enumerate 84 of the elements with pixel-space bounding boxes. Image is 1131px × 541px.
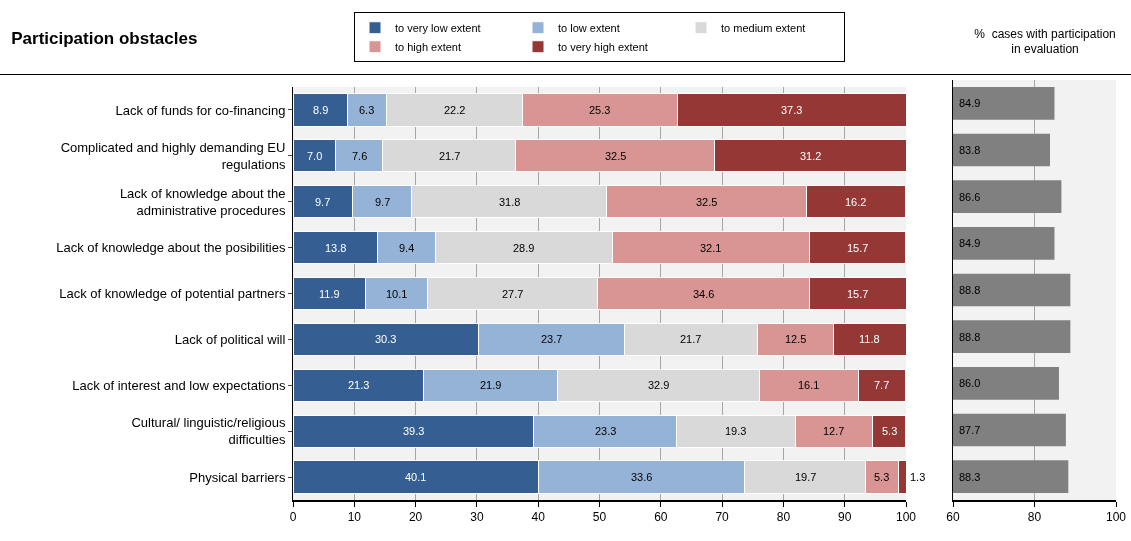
- x-tick-label: 80: [776, 510, 791, 525]
- legend-label: to medium extent: [721, 22, 806, 35]
- data-label: 31.8: [499, 196, 521, 208]
- data-label: 7.6: [352, 150, 368, 162]
- data-label: 23.3: [595, 425, 617, 437]
- data-label: 23.7: [541, 333, 563, 345]
- x-tick-label: 50: [592, 510, 607, 525]
- x-tick-label: 20: [408, 510, 423, 525]
- x-tick-label: 100: [1105, 510, 1127, 525]
- data-label: 88.8: [959, 331, 981, 343]
- data-label: 13.8: [325, 242, 347, 254]
- y-tick-label: Lack of political will: [174, 331, 286, 347]
- data-label: 12.7: [823, 425, 845, 437]
- y-tick-label: Cultural/ linguistic/religious difficulties: [131, 415, 286, 448]
- data-label: 1.3: [910, 471, 926, 483]
- data-label: 19.3: [725, 425, 747, 437]
- data-label: 21.9: [480, 379, 502, 391]
- data-label: 21.3: [348, 379, 370, 391]
- data-label: 15.7: [847, 288, 869, 300]
- data-label: 25.3: [589, 104, 611, 116]
- data-label: 5.3: [882, 425, 898, 437]
- data-label: 7.0: [307, 150, 323, 162]
- chart-title: % cases with participation in evaluation: [974, 26, 1116, 57]
- data-label: 28.9: [513, 242, 535, 254]
- data-label: 22.2: [444, 104, 466, 116]
- data-label: 32.5: [696, 196, 718, 208]
- legend-label: to very low extent: [395, 22, 481, 35]
- y-tick-label: Complicated and highly demanding EU regulations: [60, 139, 286, 172]
- legend-label: to low extent: [558, 22, 620, 35]
- x-tick-label: 70: [715, 510, 730, 525]
- data-label: 39.3: [403, 425, 425, 437]
- data-label: 84.9: [959, 97, 981, 109]
- y-tick-label: Lack of knowledge about the posibilities: [56, 240, 286, 256]
- data-label: 37.3: [781, 104, 803, 116]
- data-label: 32.1: [700, 242, 722, 254]
- legend-label: to high extent: [395, 41, 462, 54]
- data-label: 32.9: [648, 379, 670, 391]
- y-tick-label: Lack of interest and low expectations: [72, 377, 286, 393]
- x-tick-label: 10: [347, 510, 362, 525]
- data-label: 84.9: [959, 237, 981, 249]
- y-tick-label: Lack of funds for co-financing: [115, 102, 286, 118]
- data-label: 11.9: [319, 288, 340, 300]
- data-label: 88.8: [959, 284, 981, 296]
- data-label: 40.1: [405, 471, 427, 483]
- data-label: 21.7: [439, 150, 461, 162]
- x-tick-label: 60: [654, 510, 668, 525]
- y-tick-label: Lack of knowledge about the administrative procedures: [119, 185, 286, 218]
- data-label: 6.3: [359, 104, 375, 116]
- x-tick-label: 30: [470, 510, 484, 525]
- data-label: 7.7: [874, 379, 890, 391]
- data-label: 21.7: [680, 333, 702, 345]
- data-label: 16.2: [845, 196, 867, 208]
- data-label: 12.5: [785, 333, 807, 345]
- x-tick-label: 0: [289, 510, 297, 525]
- data-label: 88.3: [959, 471, 981, 483]
- legend-label: to very high extent: [558, 41, 648, 54]
- data-label: 86.0: [959, 377, 981, 389]
- data-label: 34.6: [693, 288, 715, 300]
- data-label: 9.4: [399, 242, 415, 254]
- data-label: 30.3: [375, 333, 397, 345]
- x-tick-label: 80: [1027, 510, 1042, 525]
- x-tick-label: 90: [838, 510, 852, 525]
- data-label: 27.7: [502, 288, 524, 300]
- data-label: 5.3: [874, 471, 890, 483]
- x-tick-label: 40: [531, 510, 546, 525]
- data-label: 83.8: [959, 144, 981, 156]
- data-label: 9.7: [375, 196, 391, 208]
- data-label: 15.7: [847, 242, 869, 254]
- data-label: 10.1: [386, 288, 408, 300]
- data-label: 11.8: [859, 333, 880, 345]
- x-tick-label: 60: [946, 510, 960, 525]
- y-tick-label: Physical barriers: [189, 469, 286, 485]
- x-tick-label: 100: [895, 510, 917, 525]
- data-label: 9.7: [315, 196, 331, 208]
- data-label: 33.6: [631, 471, 653, 483]
- data-label: 86.6: [959, 191, 981, 203]
- data-label: 32.5: [605, 150, 627, 162]
- y-tick-label: Lack of knowledge of potential partners: [59, 286, 286, 302]
- data-label: 19.7: [795, 471, 817, 483]
- data-label: 31.2: [800, 150, 822, 162]
- text: Participation obstacles: [11, 28, 198, 48]
- data-label: 16.1: [798, 379, 820, 391]
- data-label: 87.7: [959, 424, 981, 436]
- data-label: 8.9: [313, 104, 329, 116]
